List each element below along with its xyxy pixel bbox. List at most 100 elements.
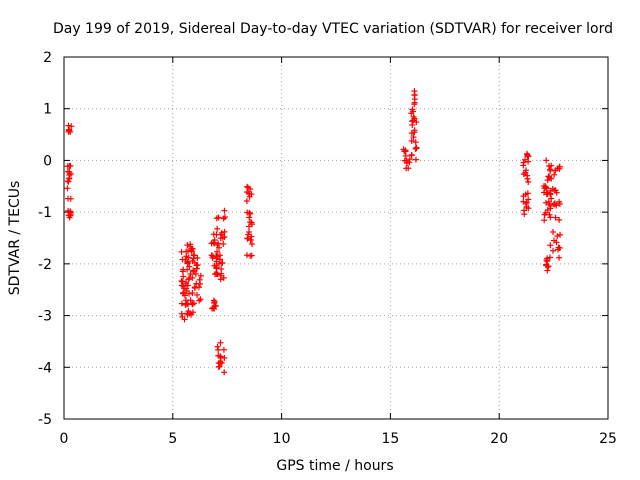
data-point [408,152,415,159]
data-point [187,271,194,278]
data-point [216,252,223,259]
data-point [222,214,229,221]
x-tick-label: 0 [60,431,69,447]
y-tick-label: -5 [38,412,52,428]
data-point [547,242,554,249]
data-point [544,263,551,270]
data-point [522,200,529,207]
data-point [183,253,190,260]
data-point [179,313,186,320]
data-point [221,369,228,376]
data-point [521,211,528,218]
data-point [551,171,558,178]
data-point [178,300,185,307]
data-point [412,145,419,152]
data-point [180,290,187,297]
data-point [543,199,550,206]
data-point [557,231,564,238]
data-point [66,175,73,182]
x-tick-label: 10 [273,431,291,447]
x-tick-label: 20 [490,431,508,447]
data-point [189,290,196,297]
data-point [550,228,557,235]
data-point [180,266,187,273]
data-point [547,190,554,197]
data-point [211,299,218,306]
data-point [550,247,557,254]
data-point [556,163,563,170]
x-tick-label: 25 [599,431,617,447]
data-point [247,236,254,243]
y-axis-label: SDTVAR / TECUs [7,181,23,296]
data-point [543,157,550,164]
data-point [246,209,253,216]
data-point [189,309,196,316]
data-point [546,254,553,261]
data-point [211,305,218,312]
data-point [220,346,227,353]
data-point [221,228,228,235]
data-point [183,287,190,294]
data-point [182,256,189,263]
data-point [191,285,198,292]
data-point [196,297,203,304]
y-tick-label: 1 [43,102,52,118]
data-point [221,207,228,214]
data-point [244,183,251,190]
data-point [248,240,255,247]
data-point [555,246,562,253]
data-point [217,339,224,346]
data-point [193,280,200,287]
x-axis-label: GPS time / hours [276,458,393,474]
data-point [413,144,420,151]
data-point [413,119,420,126]
data-point [68,123,75,130]
data-point [522,169,529,176]
data-point [185,276,192,283]
data-point [401,157,408,164]
data-point [187,297,194,304]
data-point [402,148,409,155]
data-point [546,174,553,181]
data-point [408,137,415,144]
data-point [556,254,563,261]
grid-lines [64,57,608,419]
data-point [208,252,215,259]
data-point [248,233,255,240]
data-point [213,215,220,222]
data-point [520,159,527,166]
data-point [183,279,190,286]
data-point [190,255,197,262]
data-point [190,300,197,307]
y-tick-label: -4 [38,360,52,376]
data-point [65,178,72,185]
data-point [216,363,223,370]
data-point [187,241,194,248]
data-point [180,273,187,280]
data-point [245,231,252,238]
data-point [551,187,558,194]
data-point [548,162,555,169]
plot-border [63,56,609,420]
data-point [552,167,559,174]
data-point [525,153,532,160]
data-point [220,240,227,247]
axis-ticks: 0 5 10 15 20 25 -5 -4 -3 -2 -1 0 1 2 [38,50,617,447]
data-point [412,139,419,146]
data-point [412,156,419,163]
data-point [406,156,413,163]
data-point [214,271,221,278]
data-point [524,172,531,179]
data-point [67,162,74,169]
data-point [192,270,199,277]
data-point [247,252,254,259]
data-point [184,311,191,318]
data-point [191,252,198,259]
data-point [525,158,532,165]
data-point [540,183,547,190]
data-point [556,216,563,223]
data-point [186,263,193,270]
data-point [215,352,222,359]
data-point [218,270,225,277]
data-point [214,248,221,255]
